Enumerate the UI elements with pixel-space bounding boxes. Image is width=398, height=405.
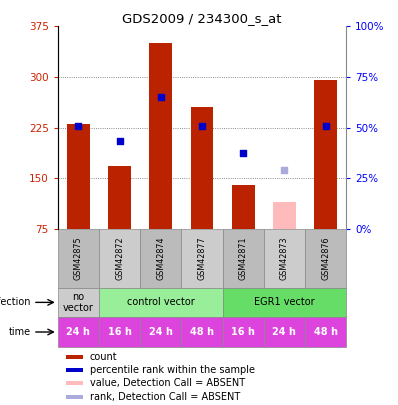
Bar [99, 229, 140, 288]
Bar [140, 229, 181, 288]
Text: GSM42874: GSM42874 [156, 237, 165, 280]
Bar [58, 317, 99, 347]
Bar [314, 80, 337, 229]
Point [75, 122, 82, 129]
Bar [58, 288, 99, 317]
Text: rank, Detection Call = ABSENT: rank, Detection Call = ABSENT [90, 392, 240, 402]
Bar [264, 229, 305, 288]
Point [240, 149, 246, 156]
Text: EGR1 vector: EGR1 vector [254, 297, 315, 307]
Text: 16 h: 16 h [231, 327, 255, 337]
Bar [67, 124, 90, 229]
Text: value, Detection Call = ABSENT: value, Detection Call = ABSENT [90, 378, 245, 388]
Bar [305, 229, 346, 288]
Text: GSM42871: GSM42871 [239, 237, 248, 280]
Text: GSM42875: GSM42875 [74, 237, 83, 280]
Point [322, 122, 329, 129]
Text: no
vector: no vector [63, 292, 94, 313]
Bar [222, 288, 346, 317]
Point [158, 94, 164, 100]
Bar [222, 229, 264, 288]
Title: GDS2009 / 234300_s_at: GDS2009 / 234300_s_at [122, 12, 282, 25]
Text: 24 h: 24 h [66, 327, 90, 337]
Text: GSM42872: GSM42872 [115, 237, 124, 280]
Bar [108, 166, 131, 229]
Bar [181, 229, 222, 288]
Bar [222, 317, 264, 347]
Text: time: time [9, 327, 31, 337]
Bar [149, 43, 172, 229]
Bar [66, 395, 82, 399]
Bar [66, 382, 82, 385]
Bar [232, 185, 255, 229]
Bar [264, 317, 305, 347]
Text: control vector: control vector [127, 297, 195, 307]
Bar [191, 107, 213, 229]
Bar [181, 317, 222, 347]
Point [281, 166, 288, 173]
Bar [99, 317, 140, 347]
Text: GSM42873: GSM42873 [280, 237, 289, 280]
Text: 48 h: 48 h [314, 327, 338, 337]
Point [199, 122, 205, 129]
Text: GSM42877: GSM42877 [197, 237, 207, 280]
Point [116, 138, 123, 145]
Bar [140, 317, 181, 347]
Bar [99, 288, 222, 317]
Text: GSM42876: GSM42876 [321, 237, 330, 280]
Bar [58, 229, 99, 288]
Bar [273, 202, 296, 229]
Text: infection: infection [0, 297, 31, 307]
Text: percentile rank within the sample: percentile rank within the sample [90, 365, 255, 375]
Text: count: count [90, 352, 117, 362]
Text: 24 h: 24 h [149, 327, 173, 337]
Bar [66, 355, 82, 359]
Bar [66, 369, 82, 372]
Text: 48 h: 48 h [190, 327, 214, 337]
Text: 24 h: 24 h [273, 327, 297, 337]
Bar [305, 317, 346, 347]
Text: 16 h: 16 h [107, 327, 131, 337]
